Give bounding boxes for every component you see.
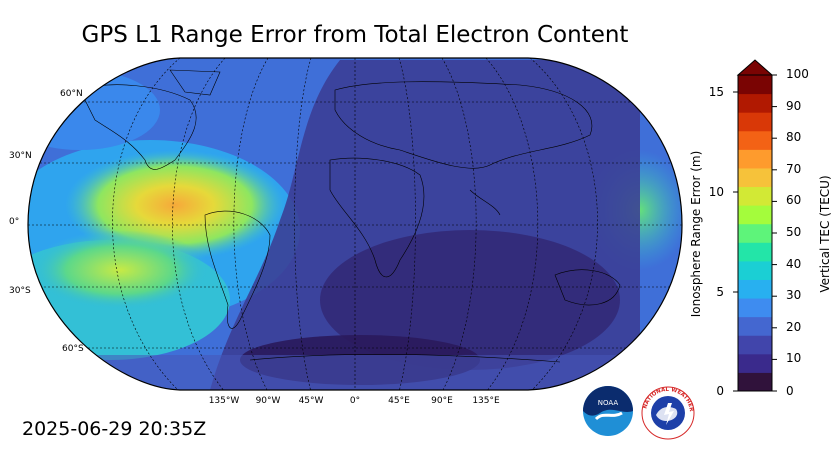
- colorbar-band: [738, 93, 772, 113]
- colorbar-band: [738, 223, 772, 243]
- lat-label-60n: 60°N: [60, 89, 83, 99]
- nws-logo: NATIONAL WEATHER SERVICE: [640, 385, 695, 440]
- lat-label-0: 0°: [9, 217, 20, 227]
- colorbar-band: [738, 298, 772, 318]
- colorbar-band: [738, 167, 772, 188]
- cbar-right-tick-40: 40: [786, 257, 802, 271]
- lon-label-0: 0°: [349, 396, 361, 406]
- colorbar-band: [738, 260, 772, 280]
- noaa-logo-text: NOAA: [598, 399, 619, 407]
- cbar-right-tick-30: 30: [786, 288, 802, 302]
- timestamp: 2025-06-29 20:35Z: [22, 418, 207, 440]
- chart-title: GPS L1 Range Error from Total Electron C…: [81, 22, 629, 48]
- colorbar-ticks: [733, 74, 777, 392]
- colorbar-band: [738, 75, 772, 95]
- map-border: [27, 57, 683, 391]
- colorbar-bands: [738, 75, 772, 392]
- cbar-right-tick-90: 90: [786, 99, 802, 113]
- colorbar-band: [738, 112, 772, 132]
- cbar-right-tick-10: 10: [786, 351, 802, 365]
- cbar-right-tick-70: 70: [786, 162, 802, 176]
- lon-label-90w: 90°W: [255, 396, 281, 406]
- lat-label-60s: 60°S: [62, 344, 84, 354]
- cbar-left-tick-0: 0: [716, 384, 724, 398]
- cbar-right-tick-60: 60: [786, 193, 802, 207]
- tec-map: [27, 57, 683, 391]
- cbar-right-tick-20: 20: [786, 320, 802, 334]
- lon-label-45e: 45°E: [388, 396, 410, 406]
- cbar-right-label: Vertical TEC (TECU): [818, 175, 832, 293]
- colorbar: [733, 59, 777, 392]
- cbar-right-tick-50: 50: [786, 225, 802, 239]
- colorbar-band: [738, 316, 772, 336]
- colorbar-band: [738, 149, 772, 169]
- lon-label-45w: 45°W: [298, 396, 324, 406]
- colorbar-extend-arrow: [736, 59, 774, 76]
- colorbar-band: [738, 242, 772, 262]
- colorbar-band: [738, 205, 772, 225]
- colorbar-band: [738, 353, 772, 373]
- lon-label-135w: 135°W: [208, 396, 240, 406]
- noaa-logo: NOAA: [583, 386, 633, 436]
- cbar-right-tick-0: 0: [786, 384, 794, 398]
- lon-label-90e: 90°E: [431, 396, 453, 406]
- colorbar-band: [738, 279, 772, 299]
- cbar-right-tick-100: 100: [786, 67, 809, 81]
- lon-label-135e: 135°E: [472, 396, 500, 406]
- graticule: [28, 58, 682, 390]
- cbar-left-tick-10: 10: [708, 185, 724, 199]
- lat-label-30n: 30°N: [9, 151, 32, 161]
- cbar-left-label: Ionosphere Range Error (m): [689, 150, 703, 318]
- cbar-right-tick-80: 80: [786, 130, 802, 144]
- colorbar-band: [738, 335, 772, 355]
- colorbar-band: [738, 186, 772, 206]
- cbar-left-tick-5: 5: [716, 285, 724, 299]
- lat-label-30s: 30°S: [9, 286, 31, 296]
- map-fill: [28, 58, 682, 390]
- cbar-left-tick-15: 15: [708, 85, 724, 99]
- colorbar-band: [738, 130, 772, 150]
- colorbar-band: [738, 372, 772, 392]
